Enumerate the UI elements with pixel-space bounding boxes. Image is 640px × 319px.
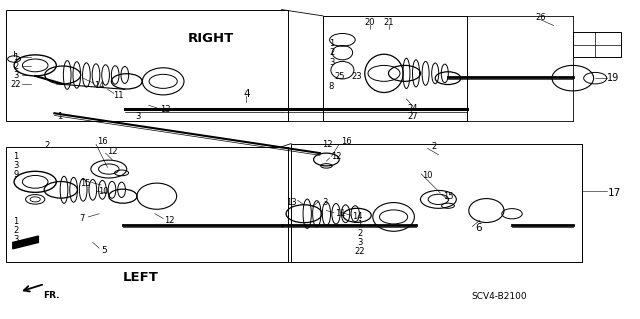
Text: 15: 15	[443, 192, 453, 201]
Text: 24: 24	[408, 104, 418, 113]
Text: 26: 26	[536, 13, 546, 22]
Text: 1: 1	[13, 217, 19, 226]
Bar	[323, 16, 467, 121]
Text: 12: 12	[164, 216, 175, 225]
Text: 16: 16	[97, 137, 108, 146]
Text: 9: 9	[13, 170, 19, 179]
Text: 11: 11	[113, 91, 124, 100]
Text: 14: 14	[94, 81, 104, 90]
Text: 15: 15	[80, 179, 90, 188]
Text: 17: 17	[608, 188, 621, 198]
Text: 1: 1	[13, 53, 19, 62]
Text: 11: 11	[335, 209, 346, 218]
Text: 3: 3	[135, 112, 140, 121]
Text: LEFT: LEFT	[123, 271, 159, 284]
Text: 10: 10	[99, 187, 109, 196]
Text: 1: 1	[57, 112, 62, 121]
Text: 27: 27	[408, 112, 418, 121]
Text: 2: 2	[357, 229, 362, 238]
Text: 20: 20	[365, 19, 375, 27]
Text: 6: 6	[476, 223, 482, 233]
Text: 4: 4	[243, 89, 250, 99]
Text: 3: 3	[357, 238, 362, 247]
Text: 3: 3	[323, 198, 328, 207]
Text: 5: 5	[101, 246, 106, 255]
Text: 1: 1	[329, 39, 334, 48]
Text: 23: 23	[352, 72, 362, 81]
Text: 19: 19	[607, 73, 620, 83]
Text: SCV4-B2100: SCV4-B2100	[472, 292, 527, 301]
Bar	[291, 144, 582, 262]
Text: 1: 1	[357, 220, 362, 229]
Text: 2: 2	[431, 142, 436, 151]
Text: 2: 2	[13, 226, 19, 235]
Text: 13: 13	[160, 105, 170, 114]
Text: 16: 16	[342, 137, 352, 146]
Text: 12: 12	[331, 152, 341, 161]
Text: RIGHT: RIGHT	[188, 32, 234, 45]
Text: FR.: FR.	[43, 291, 60, 300]
Text: 10: 10	[422, 171, 433, 180]
Text: 3: 3	[13, 71, 19, 80]
Text: 12: 12	[323, 140, 333, 149]
Text: 12: 12	[107, 147, 117, 156]
Text: 25: 25	[334, 72, 344, 81]
Bar	[6, 147, 288, 262]
Text: 13: 13	[286, 198, 296, 207]
Text: 3: 3	[329, 58, 334, 67]
Text: 21: 21	[384, 19, 394, 27]
Text: 7: 7	[79, 214, 84, 223]
Text: 22: 22	[11, 80, 21, 89]
Text: 14: 14	[352, 212, 362, 221]
Text: 3: 3	[13, 161, 19, 170]
Text: 22: 22	[355, 247, 365, 256]
Text: 1: 1	[13, 152, 19, 161]
Polygon shape	[13, 236, 38, 249]
Text: 2: 2	[44, 141, 49, 150]
Bar	[6, 10, 288, 121]
Text: 2: 2	[13, 62, 19, 71]
Text: 3: 3	[13, 235, 19, 244]
Text: 2: 2	[329, 48, 334, 57]
Text: 8: 8	[329, 82, 334, 91]
